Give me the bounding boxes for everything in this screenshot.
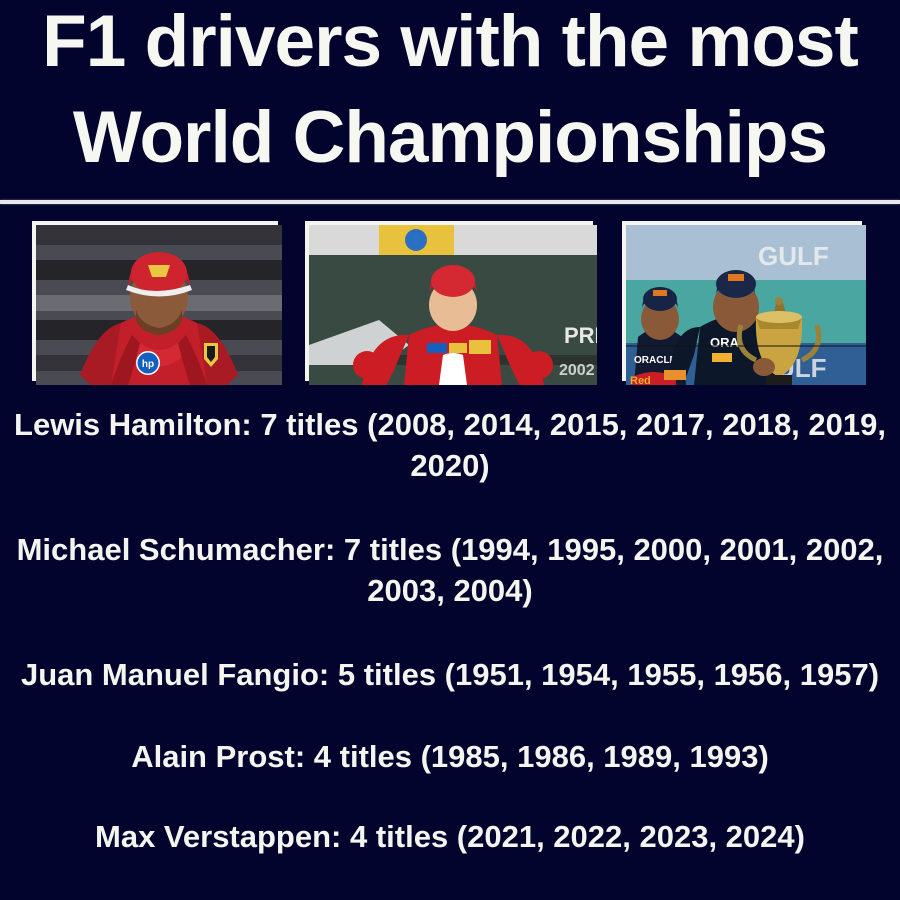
svg-text:ORACLE: ORACLE <box>634 355 677 366</box>
svg-text:hp: hp <box>142 359 154 370</box>
svg-text:GULF: GULF <box>758 241 829 271</box>
svg-text:Red: Red <box>630 375 651 385</box>
svg-text:PRIX: PRIX <box>564 323 597 348</box>
svg-text:ORA: ORA <box>710 335 740 350</box>
svg-text:2002: 2002 <box>559 362 595 379</box>
